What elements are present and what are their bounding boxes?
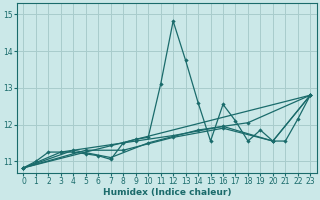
X-axis label: Humidex (Indice chaleur): Humidex (Indice chaleur): [103, 188, 231, 197]
